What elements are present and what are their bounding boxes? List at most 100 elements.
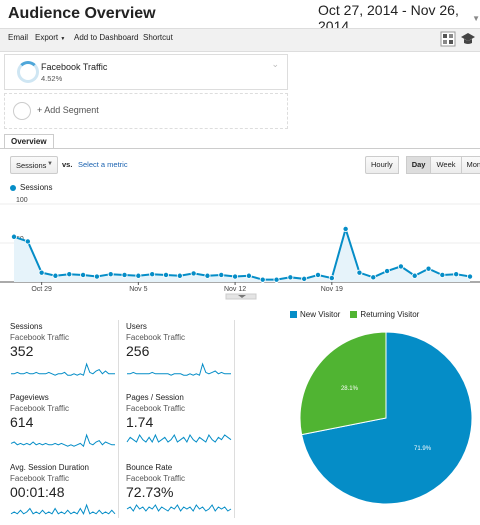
- week-button[interactable]: Week: [430, 156, 461, 174]
- pie-slice-label: 71.9%: [414, 446, 432, 452]
- add-to-dashboard-button[interactable]: Add to Dashboard: [74, 33, 139, 42]
- tab-divider: [0, 148, 480, 149]
- data-point: [412, 273, 417, 278]
- legend-dot-icon: [10, 185, 16, 191]
- x-tick-label: Nov 12: [224, 286, 246, 293]
- pie-slice-label: 28.1%: [341, 386, 359, 392]
- visitor-pie-chart[interactable]: 71.9% 28.1%: [298, 330, 474, 506]
- select-metric-link[interactable]: Select a metric: [78, 160, 128, 169]
- data-point: [260, 277, 265, 282]
- segment-ring-icon: [17, 61, 39, 83]
- y-tick-label: 100: [16, 197, 28, 204]
- metric-segment: Facebook Traffic: [126, 333, 185, 342]
- metric-value: 352: [10, 343, 33, 359]
- data-point: [343, 226, 348, 231]
- sparkline: [10, 503, 116, 521]
- metric-segment: Facebook Traffic: [10, 404, 69, 413]
- data-point: [163, 272, 168, 277]
- x-tick-label: Nov 5: [129, 286, 147, 293]
- data-point: [67, 272, 72, 277]
- data-point: [25, 239, 30, 244]
- data-point: [205, 273, 210, 278]
- data-point: [232, 274, 237, 279]
- segment-percent: 4.52%: [41, 74, 62, 83]
- data-point: [136, 273, 141, 278]
- segment-card-facebook[interactable]: Facebook Traffic 4.52% ⌄: [4, 54, 288, 90]
- sparkline: [126, 362, 232, 380]
- data-point: [246, 273, 251, 278]
- export-button[interactable]: Export ▼: [35, 33, 65, 42]
- data-point: [384, 268, 389, 273]
- x-tick-label: Nov 19: [321, 286, 343, 293]
- data-point: [357, 270, 362, 275]
- data-point: [150, 272, 155, 277]
- pie-legend-new: New Visitor: [290, 310, 340, 319]
- metric-name: Sessions: [10, 322, 42, 331]
- metric-value: 72.73%: [126, 484, 173, 500]
- metric-divider: [234, 320, 235, 518]
- data-point: [398, 264, 403, 269]
- data-point: [440, 272, 445, 277]
- shortcut-button[interactable]: Shortcut: [143, 33, 173, 42]
- sparkline: [126, 433, 232, 451]
- data-point: [219, 272, 224, 277]
- data-point: [177, 273, 182, 278]
- data-point: [302, 276, 307, 281]
- page-title: Audience Overview: [8, 5, 156, 23]
- day-button[interactable]: Day: [406, 156, 432, 174]
- pie-slice: [300, 332, 386, 435]
- metric-name: Users: [126, 322, 147, 331]
- legend-label: Sessions: [20, 183, 52, 192]
- x-tick-label: Oct 29: [31, 286, 52, 293]
- data-point: [315, 272, 320, 277]
- add-segment-button[interactable]: + Add Segment: [4, 93, 288, 129]
- data-point: [94, 274, 99, 279]
- sparkline: [10, 433, 116, 451]
- pie-legend-new-label: New Visitor: [300, 310, 340, 319]
- sparkline-path: [127, 364, 231, 375]
- metric-segment: Facebook Traffic: [10, 333, 69, 342]
- segment-name: Facebook Traffic: [41, 62, 107, 72]
- metric-segment: Facebook Traffic: [10, 474, 69, 483]
- metric-value: 614: [10, 414, 33, 430]
- chevron-down-icon: ▼: [47, 161, 53, 167]
- data-point: [53, 273, 58, 278]
- data-point: [426, 266, 431, 271]
- swatch-icon: [290, 311, 297, 318]
- data-point: [122, 272, 127, 277]
- month-button[interactable]: Month: [461, 156, 480, 174]
- metric-segment: Facebook Traffic: [126, 404, 185, 413]
- sparkline-path: [11, 364, 115, 375]
- chevron-down-icon[interactable]: ⌄: [271, 59, 279, 70]
- export-label: Export: [35, 33, 58, 42]
- tab-overview[interactable]: Overview: [4, 134, 54, 148]
- sparkline-path: [127, 505, 231, 511]
- graduation-cap-icon[interactable]: [460, 31, 476, 47]
- data-point: [467, 274, 472, 279]
- metric-segment: Facebook Traffic: [126, 474, 185, 483]
- metric-value: 00:01:48: [10, 484, 65, 500]
- metric-selector[interactable]: Sessions ▼: [10, 156, 58, 174]
- hourly-button[interactable]: Hourly: [365, 156, 399, 174]
- empty-ring-icon: [13, 102, 31, 120]
- data-point: [39, 270, 44, 275]
- sparkline-path: [127, 435, 231, 442]
- chevron-down-icon: ▼: [60, 36, 65, 42]
- data-point: [274, 277, 279, 282]
- vs-label: vs.: [62, 160, 72, 169]
- customize-grid-icon[interactable]: [440, 31, 456, 47]
- sparkline: [10, 362, 116, 380]
- data-point: [454, 272, 459, 277]
- data-point: [288, 275, 293, 280]
- chart-legend: Sessions: [10, 183, 52, 192]
- email-button[interactable]: Email: [8, 33, 28, 42]
- swatch-icon: [350, 311, 357, 318]
- sparkline: [126, 503, 232, 521]
